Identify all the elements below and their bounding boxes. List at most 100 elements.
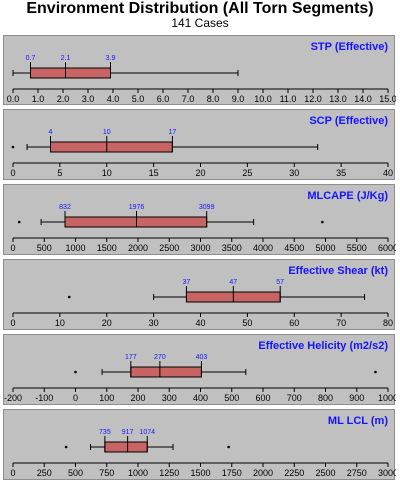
x-tick-label: 3000 — [190, 243, 210, 253]
x-tick-label: 1500 — [190, 468, 210, 478]
boxplot-effective-shear: Effective Shear (kt) 0 10 20 30 40 50 60 70 80 37 4… — [4, 260, 396, 331]
x-tick-label: 5 — [57, 168, 62, 178]
x-tick-label: 20 — [102, 318, 112, 328]
x-tick-label: 60 — [289, 318, 299, 328]
panel-title: Effective Helicity (m2/s2) — [258, 340, 388, 352]
x-tick-label: 2000 — [253, 468, 273, 478]
x-tick-label: 5000 — [315, 243, 335, 253]
value-label: 37 — [183, 279, 191, 286]
x-tick-label: 400 — [193, 393, 208, 403]
panel-title: ML LCL (m) — [328, 415, 388, 427]
x-tick-label: 500 — [68, 468, 83, 478]
x-tick-label: 50 — [242, 318, 252, 328]
x-tick-label: 600 — [255, 393, 270, 403]
x-tick-label: 10 — [102, 168, 112, 178]
x-tick-label: -100 — [35, 393, 53, 403]
panel-stp: STP (Effective) 0.0 1.0 2.0 3.0 4.0 5.0 6.0 7.0 8… — [3, 35, 395, 105]
panel-effective-helicity: Effective Helicity (m2/s2) -200 -100 0 100 20… — [3, 334, 395, 405]
x-tick-label: 2.0 — [57, 94, 70, 104]
x-tick-label: 11.0 — [280, 94, 297, 104]
x-tick-label: 2250 — [284, 468, 304, 478]
panel-title: Effective Shear (kt) — [288, 265, 388, 277]
x-tick-label: 7.0 — [182, 94, 195, 104]
x-tick-label: 40 — [195, 318, 205, 328]
outlier-point — [65, 446, 68, 449]
x-tick-label: 200 — [130, 393, 145, 403]
x-tick-label: 10.0 — [254, 94, 272, 104]
value-label: 4 — [49, 129, 53, 136]
x-tick-label: 750 — [99, 468, 114, 478]
x-tick-label: 1250 — [159, 468, 179, 478]
x-tick-label: 5.0 — [132, 94, 145, 104]
chart-subtitle: 141 Cases — [0, 17, 400, 30]
boxplot-scp: SCP (Effective)0 5 10 15 20 25 30 35 404 10 17 — [4, 110, 396, 181]
iqr-box — [105, 442, 147, 452]
x-tick-label: 9.0 — [232, 94, 245, 104]
iqr-box — [31, 68, 111, 78]
iqr-box — [131, 367, 202, 377]
panel-title: STP (Effective) — [311, 41, 389, 53]
panel-title: MLCAPE (J/Kg) — [307, 190, 388, 202]
boxplot-ml-lcl: ML LCL (m) 0 250 500 750 1000 1250 1500 1750 2000… — [4, 410, 396, 481]
x-tick-label: 0 — [10, 243, 15, 253]
x-tick-label: 20 — [195, 168, 205, 178]
outlier-point — [74, 371, 77, 374]
x-tick-label: 1000 — [128, 468, 148, 478]
x-tick-label: 0 — [10, 318, 15, 328]
value-label: 917 — [122, 429, 134, 436]
x-tick-label: 2000 — [128, 243, 148, 253]
outlier-point — [227, 446, 230, 449]
x-tick-label: 15 — [149, 168, 159, 178]
value-label: 17 — [168, 129, 176, 136]
x-tick-label: 2500 — [315, 468, 335, 478]
x-tick-label: 30 — [149, 318, 159, 328]
x-tick-label: 10 — [55, 318, 65, 328]
x-tick-label: 1500 — [97, 243, 117, 253]
x-tick-label: 700 — [287, 393, 302, 403]
outlier-point — [321, 221, 324, 224]
value-label: 2.1 — [61, 55, 71, 62]
panel-scp: SCP (Effective) 0 5 10 15 20 25 30 35 40 4 10 17 — [3, 109, 395, 180]
x-tick-label: 3500 — [222, 243, 242, 253]
x-tick-label: 2500 — [159, 243, 179, 253]
value-label: 735 — [99, 429, 111, 436]
value-label: 270 — [154, 354, 166, 361]
x-tick-label: 0.0 — [7, 94, 20, 104]
x-tick-label: 4.0 — [107, 94, 120, 104]
x-tick-label: -200 — [4, 393, 22, 403]
x-tick-label: 100 — [99, 393, 114, 403]
outlier-point — [18, 221, 21, 224]
boxplot-effective-helicity: Effective Helicity (m2/s2) -200 -100 0 100 20… — [4, 335, 396, 406]
x-tick-label: 12.0 — [304, 94, 322, 104]
value-label: 10 — [103, 129, 111, 136]
x-tick-label: 6.0 — [157, 94, 170, 104]
value-label: 0.7 — [26, 55, 36, 62]
value-label: 57 — [276, 279, 284, 286]
value-label: 832 — [59, 204, 71, 211]
x-tick-label: 3000 — [378, 468, 396, 478]
iqr-box — [51, 142, 173, 152]
value-label: 403 — [196, 354, 208, 361]
x-tick-label: 5500 — [347, 243, 367, 253]
x-tick-label: 900 — [349, 393, 364, 403]
x-tick-label: 4500 — [284, 243, 304, 253]
value-label: 3.9 — [106, 55, 116, 62]
panel-effective-shear: Effective Shear (kt) 0 10 20 30 40 50 60 70 80 37 4… — [3, 259, 395, 330]
x-tick-label: 800 — [318, 393, 333, 403]
outlier-point — [68, 296, 71, 299]
x-tick-label: 13.0 — [329, 94, 347, 104]
x-tick-label: 25 — [242, 168, 252, 178]
value-label: 3099 — [199, 204, 215, 211]
x-tick-label: 35 — [336, 168, 346, 178]
panel-mlcape: MLCAPE (J/Kg) 0 500 1000 1500 2000 2500 3000 350… — [3, 184, 395, 255]
x-tick-label: 80 — [383, 318, 393, 328]
x-tick-label: 1000 — [65, 243, 85, 253]
x-tick-label: 1.0 — [32, 94, 45, 104]
x-tick-label: 500 — [37, 243, 52, 253]
value-label: 47 — [229, 279, 237, 286]
x-tick-label: 2750 — [347, 468, 367, 478]
x-tick-label: 30 — [289, 168, 299, 178]
value-label: 1976 — [129, 204, 145, 211]
x-tick-label: 0 — [10, 468, 15, 478]
x-tick-label: 15.0 — [379, 94, 396, 104]
